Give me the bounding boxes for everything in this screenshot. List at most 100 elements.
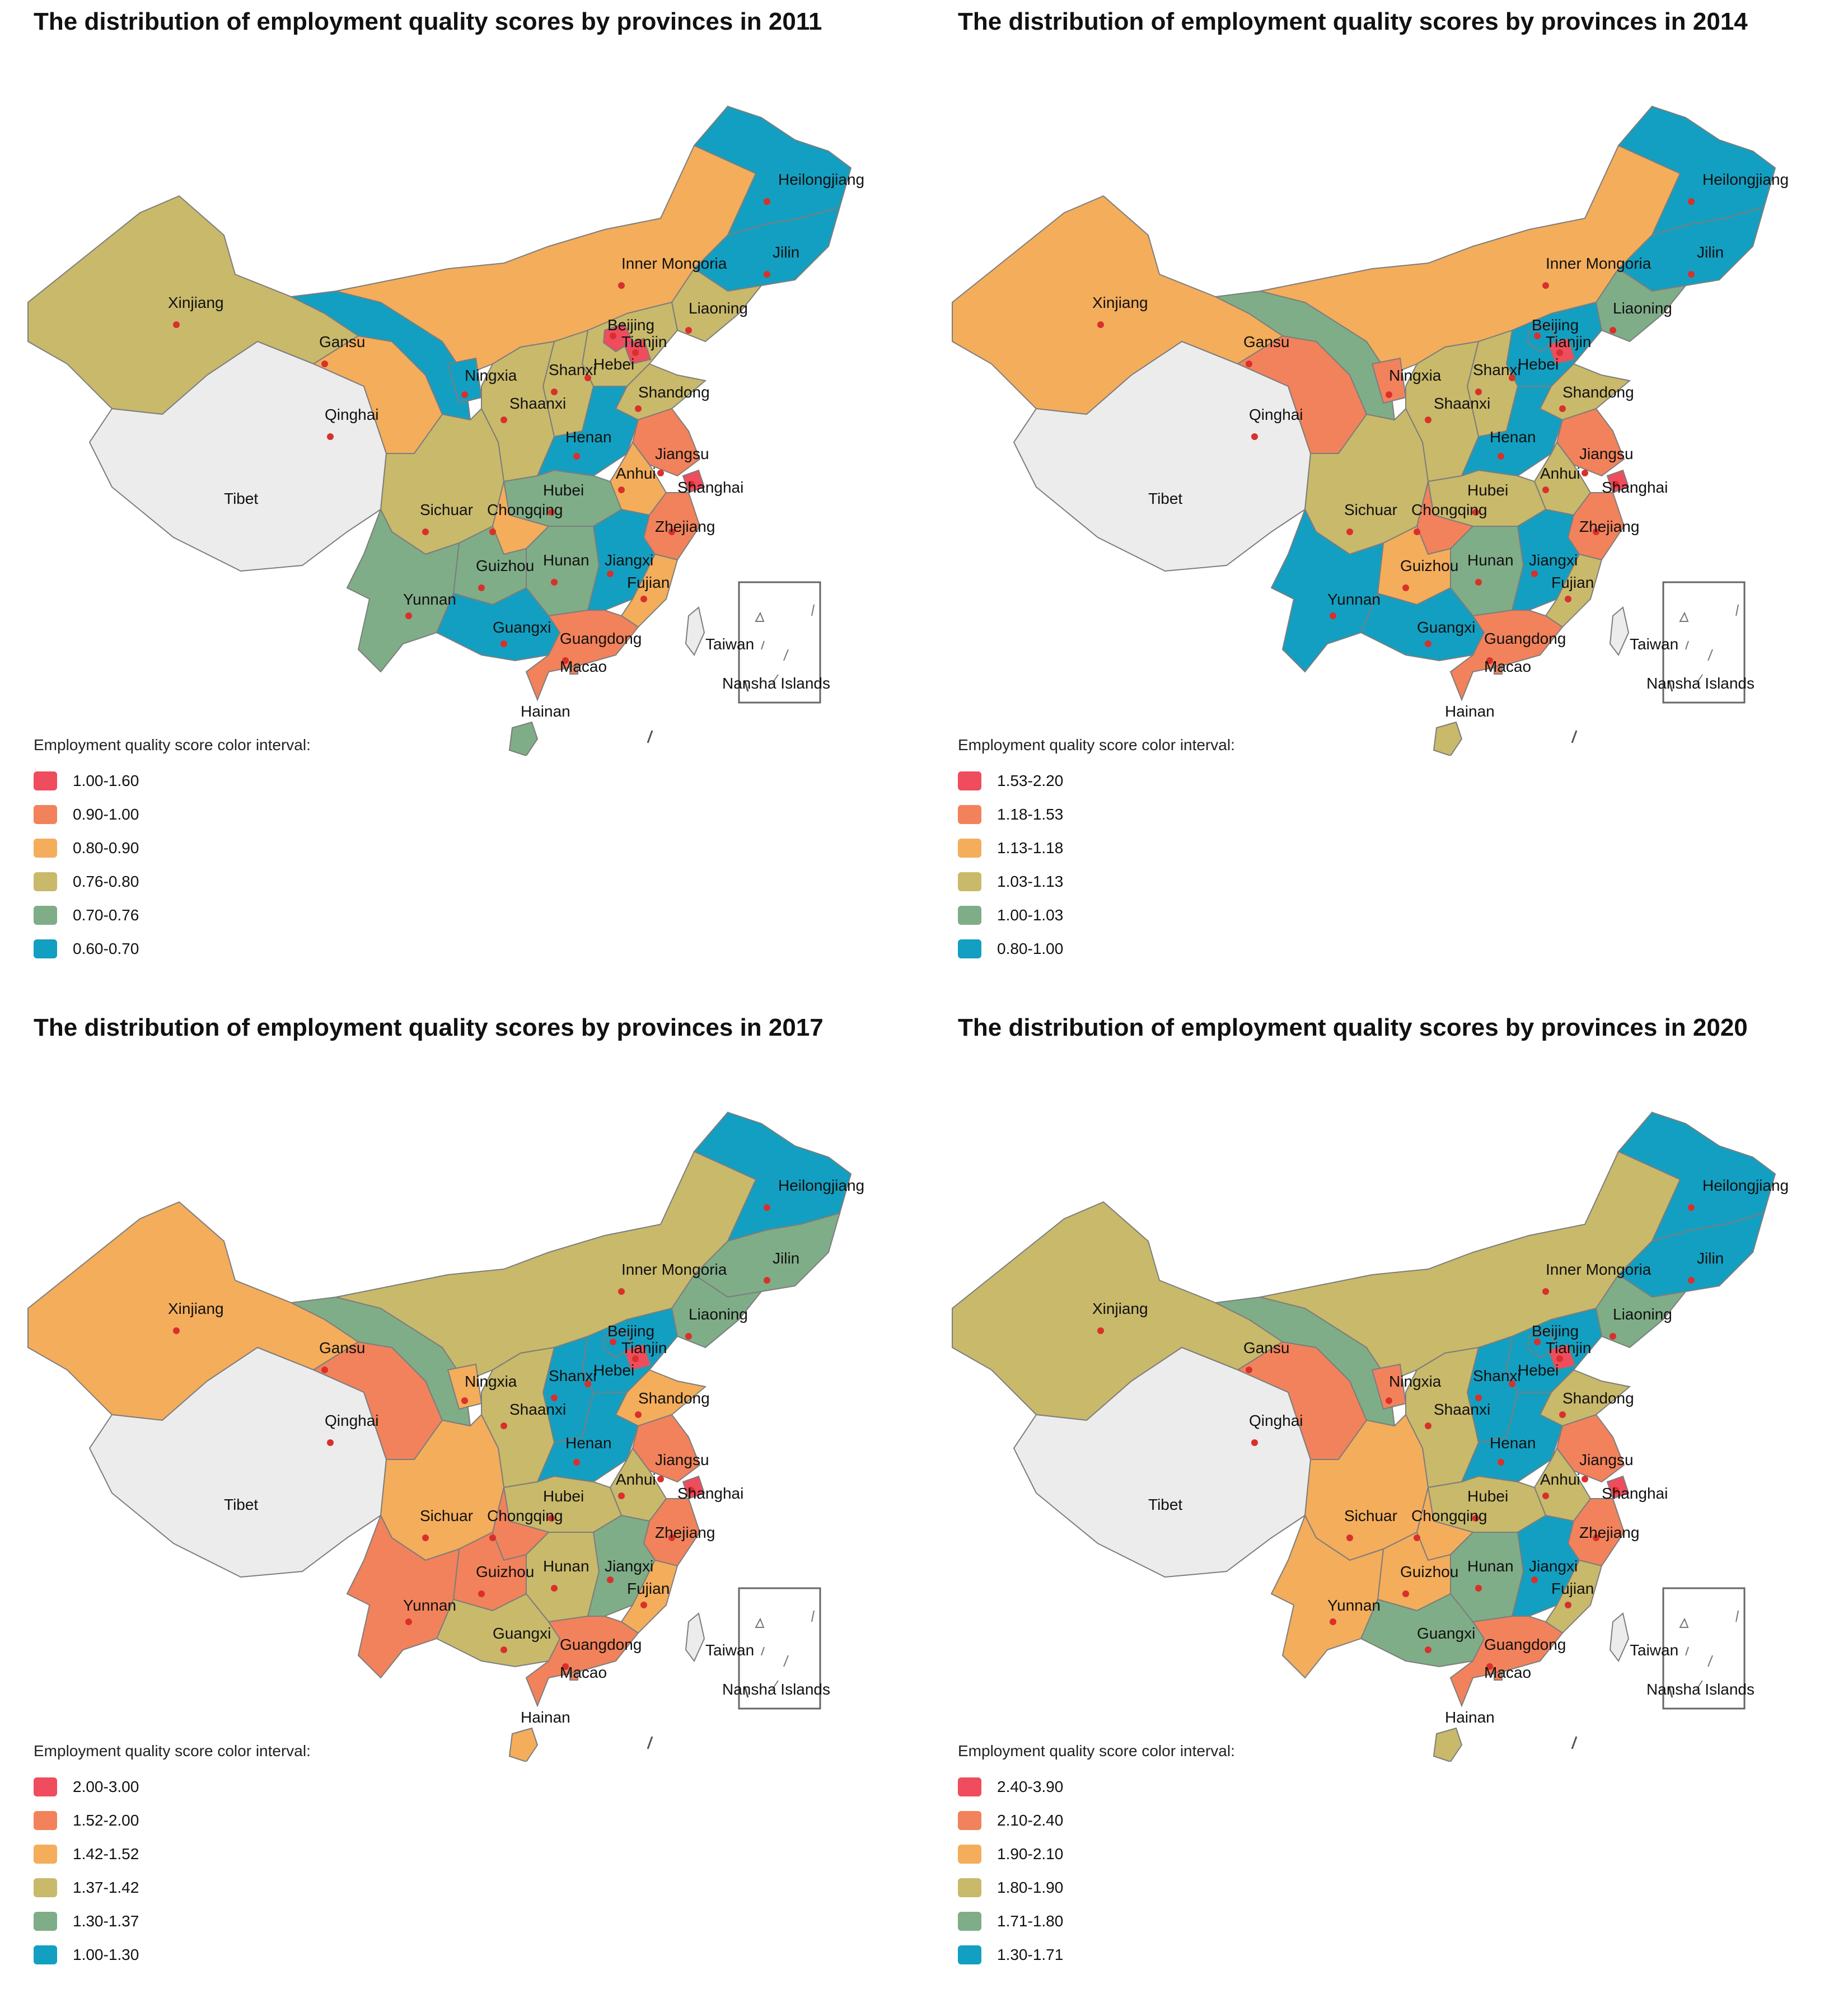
capital-dot-jiangxi [607, 1576, 614, 1583]
province-label-macao: Macao [1484, 658, 1531, 675]
province-label-fujian: Fujian [1551, 1580, 1594, 1597]
province-label-guangxi: Guangxi [493, 619, 551, 636]
legend-label: 1.30-1.71 [997, 1946, 1064, 1963]
legend-item: 0.80-0.90 [34, 831, 311, 865]
province-label-shanghai: Shanghai [1602, 479, 1668, 496]
capital-dot-guizhou [478, 584, 485, 591]
province-label-jiangsu: Jiangsu [1579, 1451, 1634, 1468]
province-label-hainan: Hainan [521, 1709, 570, 1726]
legend-label: 2.00-3.00 [73, 1778, 139, 1795]
province-label-guangdong: Guangdong [560, 630, 642, 647]
province-label-qinghai: Qinghai [1249, 1412, 1303, 1429]
capital-dot-jilin [1688, 271, 1695, 278]
capital-dot-jilin [1688, 1277, 1695, 1284]
capital-dot-tianjin [632, 1355, 639, 1362]
legend-item: 1.18-1.53 [958, 798, 1235, 831]
legend-label: 0.80-0.90 [73, 839, 139, 857]
province-label-xinjiang: Xinjiang [168, 294, 224, 311]
province-map: Xinjiang Tibet Qinghai Gansu Inner Mongoria H… [952, 1111, 1789, 1762]
capital-dot-fujian [1565, 1602, 1571, 1608]
province-label-yunnan: Yunnan [1327, 591, 1381, 608]
legend-title: Employment quality score color interval: [958, 1742, 1235, 1760]
legend-swatch [34, 906, 57, 925]
capital-dot-sichuan [422, 1534, 429, 1541]
province-liaoning [1595, 1274, 1687, 1349]
capital-dot-innermongolia [618, 282, 625, 289]
province-label-tibet: Tibet [224, 490, 258, 507]
province-label-jiangsu: Jiangsu [655, 1451, 709, 1468]
capital-dot-innermongolia [1542, 282, 1549, 289]
legend-label: 1.18-1.53 [997, 806, 1064, 823]
legend-item: 1.71-1.80 [958, 1905, 1235, 1938]
province-label-sichuan: Sichuar [420, 1507, 473, 1524]
province-label-sichuan: Sichuar [1344, 501, 1397, 518]
capital-dot-qinghai [327, 433, 334, 440]
province-label-shanghai: Shanghai [677, 479, 743, 496]
inset-label: Nansha Islands [1646, 1681, 1755, 1698]
legend-label: 2.10-2.40 [997, 1812, 1064, 1829]
province-label-henan: Henan [565, 428, 612, 446]
province-label-innermongolia: Inner Mongoria [1546, 1261, 1651, 1278]
capital-dot-beijing [610, 1339, 616, 1345]
province-label-heilongjiang: Heilongjiang [778, 1177, 864, 1194]
province-label-macao: Macao [560, 658, 607, 675]
capital-dot-ningxia [1386, 1397, 1392, 1404]
capital-dot-jiangsu [657, 1476, 664, 1482]
capital-dot-henan [573, 453, 580, 460]
capital-dot-shanghai [1612, 481, 1619, 488]
capital-dot-henan [1498, 453, 1504, 460]
capital-dot-liaoning [685, 1333, 692, 1340]
province-label-jiangsu: Jiangsu [655, 445, 709, 462]
legend-label: 1.00-1.03 [997, 906, 1064, 924]
legend-swatch [34, 771, 57, 790]
legend-swatch [958, 872, 981, 891]
legend-item: 1.13-1.18 [958, 831, 1235, 865]
legend-item: 0.80-1.00 [958, 932, 1235, 966]
province-label-fujian: Fujian [627, 574, 670, 591]
province-label-jiangxi: Jiangxi [605, 1557, 653, 1575]
capital-dot-chongqing [1414, 1534, 1420, 1541]
legend-item: 1.00-1.03 [958, 899, 1235, 932]
capital-dot-hunan [551, 1585, 558, 1592]
province-label-xinjiang: Xinjiang [1092, 1300, 1148, 1317]
province-label-henan: Henan [1490, 1434, 1536, 1452]
province-label-liaoning: Liaoning [1613, 1306, 1672, 1323]
legend-swatch [958, 1777, 981, 1796]
province-label-jiangxi: Jiangxi [1529, 1557, 1578, 1575]
legend: Employment quality score color interval:… [34, 1742, 311, 1972]
legend-swatch [34, 1811, 57, 1830]
province-label-tibet: Tibet [224, 1496, 258, 1513]
province-label-guangdong: Guangdong [560, 1636, 642, 1653]
capital-dot-liaoning [1610, 1333, 1616, 1340]
capital-dot-shanxi [1475, 389, 1482, 395]
legend-title: Employment quality score color interval: [34, 1742, 311, 1760]
capital-dot-guangdong [1486, 657, 1493, 664]
province-label-qinghai: Qinghai [325, 406, 379, 423]
province-map: Xinjiang Tibet Qinghai Gansu Inner Mongoria H… [952, 105, 1789, 756]
capital-dot-jiangsu [657, 470, 664, 476]
province-heilongjiang [693, 1111, 852, 1242]
province-label-guangdong: Guangdong [1484, 1636, 1566, 1653]
province-label-sichuan: Sichuar [420, 501, 473, 518]
province-label-shanxi: Shanxi [549, 1367, 597, 1384]
legend-swatch [34, 939, 57, 958]
province-shanghai [682, 1475, 705, 1500]
province-label-innermongolia: Inner Mongoria [621, 1261, 727, 1278]
province-label-hunan: Hunan [543, 1557, 590, 1575]
legend-label: 1.71-1.80 [997, 1912, 1064, 1930]
capital-dot-shanghai [1612, 1487, 1619, 1494]
province-label-tianjin: Tianjin [621, 1339, 667, 1356]
province-label-chongqing: Chongqing [487, 501, 563, 518]
province-label-tianjin: Tianjin [621, 333, 667, 350]
capital-dot-yunnan [1330, 612, 1336, 619]
province-label-anhui: Anhui [616, 465, 656, 482]
legend-label: 1.13-1.18 [997, 839, 1064, 857]
legend-label: 1.42-1.52 [73, 1845, 139, 1863]
capital-dot-qinghai [327, 1439, 334, 1446]
capital-dot-tianjin [632, 349, 639, 356]
province-label-jilin: Jilin [1697, 1250, 1724, 1267]
capital-dot-hebei [1509, 375, 1515, 381]
capital-dot-henan [573, 1459, 580, 1466]
province-label-jiangsu: Jiangsu [1579, 445, 1634, 462]
legend-label: 0.80-1.00 [997, 940, 1064, 957]
